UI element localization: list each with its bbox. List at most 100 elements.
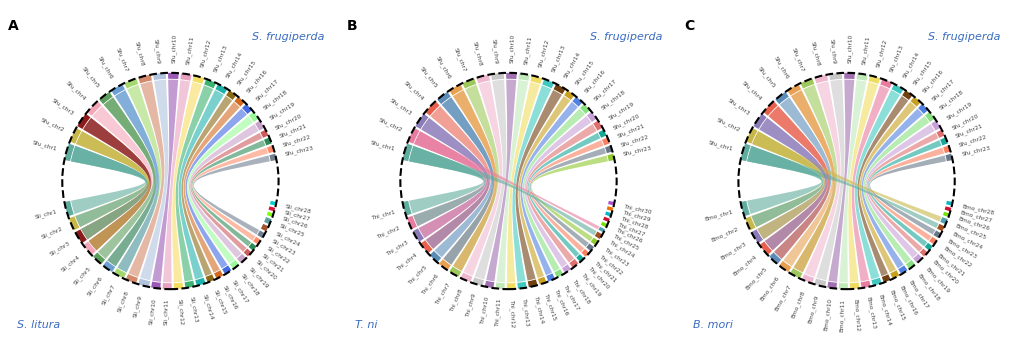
PathPatch shape [183, 102, 240, 273]
PathPatch shape [760, 118, 828, 251]
Polygon shape [491, 73, 504, 80]
Polygon shape [601, 222, 608, 227]
Polygon shape [94, 252, 105, 264]
Polygon shape [779, 261, 791, 272]
Polygon shape [607, 154, 614, 161]
PathPatch shape [516, 90, 562, 281]
Polygon shape [257, 231, 265, 238]
Polygon shape [839, 283, 848, 289]
Polygon shape [114, 268, 126, 278]
Polygon shape [745, 216, 756, 230]
Text: Sfu_chr8: Sfu_chr8 [133, 41, 145, 67]
Polygon shape [850, 282, 859, 289]
Polygon shape [587, 112, 597, 122]
Text: Bmo_chr4: Bmo_chr4 [731, 254, 758, 277]
Text: Tni_chr24: Tni_chr24 [608, 239, 636, 259]
Text: Sfu_chr21: Sfu_chr21 [279, 123, 308, 139]
Text: Tni_chr20: Tni_chr20 [587, 265, 610, 290]
Text: Sfu_chr9: Sfu_chr9 [491, 38, 499, 64]
Text: Tni_chr10: Tni_chr10 [479, 296, 490, 325]
Text: Sfu_chr20: Sfu_chr20 [612, 112, 642, 131]
Polygon shape [932, 121, 941, 131]
Text: A: A [8, 19, 19, 33]
Text: Sli_chr14: Sli_chr14 [201, 293, 215, 320]
PathPatch shape [193, 155, 270, 235]
Text: Sli_chr25: Sli_chr25 [279, 223, 305, 238]
Polygon shape [564, 90, 575, 100]
PathPatch shape [769, 106, 830, 259]
Polygon shape [180, 73, 191, 81]
Polygon shape [937, 224, 945, 231]
Text: Bmo_chr13: Bmo_chr13 [865, 296, 877, 330]
Text: S. frugiperda: S. frugiperda [928, 32, 1000, 42]
Polygon shape [542, 79, 554, 88]
Polygon shape [192, 75, 204, 84]
PathPatch shape [426, 106, 490, 249]
PathPatch shape [526, 124, 597, 262]
Text: Bmo_chr20: Bmo_chr20 [932, 259, 959, 286]
PathPatch shape [76, 131, 149, 239]
Polygon shape [760, 241, 772, 255]
PathPatch shape [829, 80, 854, 282]
Text: Sfu_chr12: Sfu_chr12 [198, 38, 212, 68]
Text: Sli_chr12: Sli_chr12 [177, 298, 184, 325]
Polygon shape [204, 79, 216, 88]
PathPatch shape [191, 140, 265, 246]
Text: Tni_chr6: Tni_chr6 [420, 273, 439, 296]
Polygon shape [595, 232, 602, 239]
PathPatch shape [104, 97, 157, 266]
Polygon shape [420, 240, 432, 253]
Text: Sfu_chr22: Sfu_chr22 [958, 134, 988, 148]
Polygon shape [815, 75, 828, 83]
Text: Tni_chr23: Tni_chr23 [603, 247, 630, 268]
Text: Tni_chr4: Tni_chr4 [396, 253, 418, 273]
Text: Sli_chr28: Sli_chr28 [285, 203, 312, 214]
PathPatch shape [848, 82, 878, 282]
Text: Sfu_chr19: Sfu_chr19 [945, 101, 973, 121]
PathPatch shape [863, 116, 930, 264]
Polygon shape [415, 114, 428, 129]
Text: Sfu_chr18: Sfu_chr18 [939, 89, 965, 111]
Text: Tni_chr26: Tni_chr26 [614, 227, 643, 244]
Text: Sfu_chr5: Sfu_chr5 [757, 66, 777, 90]
Polygon shape [253, 237, 261, 245]
Text: Sli_chr6: Sli_chr6 [86, 275, 104, 297]
Polygon shape [745, 128, 758, 144]
Polygon shape [518, 282, 527, 289]
Polygon shape [829, 73, 842, 80]
Text: Tni_chr5: Tni_chr5 [408, 264, 428, 286]
PathPatch shape [409, 146, 597, 235]
Text: Bmo_chr5: Bmo_chr5 [744, 266, 769, 291]
PathPatch shape [453, 85, 499, 271]
Text: Bmo_chr18: Bmo_chr18 [916, 273, 941, 303]
Text: Sli_chr8: Sli_chr8 [116, 290, 130, 313]
Polygon shape [413, 228, 424, 242]
Polygon shape [608, 201, 614, 206]
Polygon shape [531, 75, 542, 84]
Text: Sfu_chr18: Sfu_chr18 [262, 89, 289, 111]
PathPatch shape [861, 109, 923, 269]
PathPatch shape [486, 80, 517, 281]
PathPatch shape [530, 148, 606, 247]
Text: Bmo_chr11: Bmo_chr11 [839, 299, 846, 332]
Text: Sfu_chr13: Sfu_chr13 [888, 43, 905, 73]
Text: Sfu_chr3: Sfu_chr3 [51, 97, 75, 117]
Text: Tni_chr29: Tni_chr29 [621, 209, 651, 222]
Polygon shape [437, 92, 451, 104]
Text: Sfu_chr10: Sfu_chr10 [847, 34, 853, 63]
PathPatch shape [189, 124, 258, 258]
Polygon shape [913, 254, 922, 263]
Text: Sfu_chr21: Sfu_chr21 [955, 123, 984, 139]
Polygon shape [495, 282, 504, 289]
Polygon shape [538, 277, 546, 285]
Text: Sli_chr18: Sli_chr18 [240, 273, 260, 298]
Polygon shape [769, 252, 781, 264]
Text: Tni_chr1: Tni_chr1 [370, 209, 396, 220]
Polygon shape [519, 73, 530, 81]
PathPatch shape [434, 97, 493, 257]
Text: Sli_chr7: Sli_chr7 [101, 283, 117, 306]
Text: Tni_chr19: Tni_chr19 [580, 272, 602, 297]
PathPatch shape [115, 90, 160, 272]
Polygon shape [554, 269, 563, 278]
PathPatch shape [172, 82, 202, 282]
